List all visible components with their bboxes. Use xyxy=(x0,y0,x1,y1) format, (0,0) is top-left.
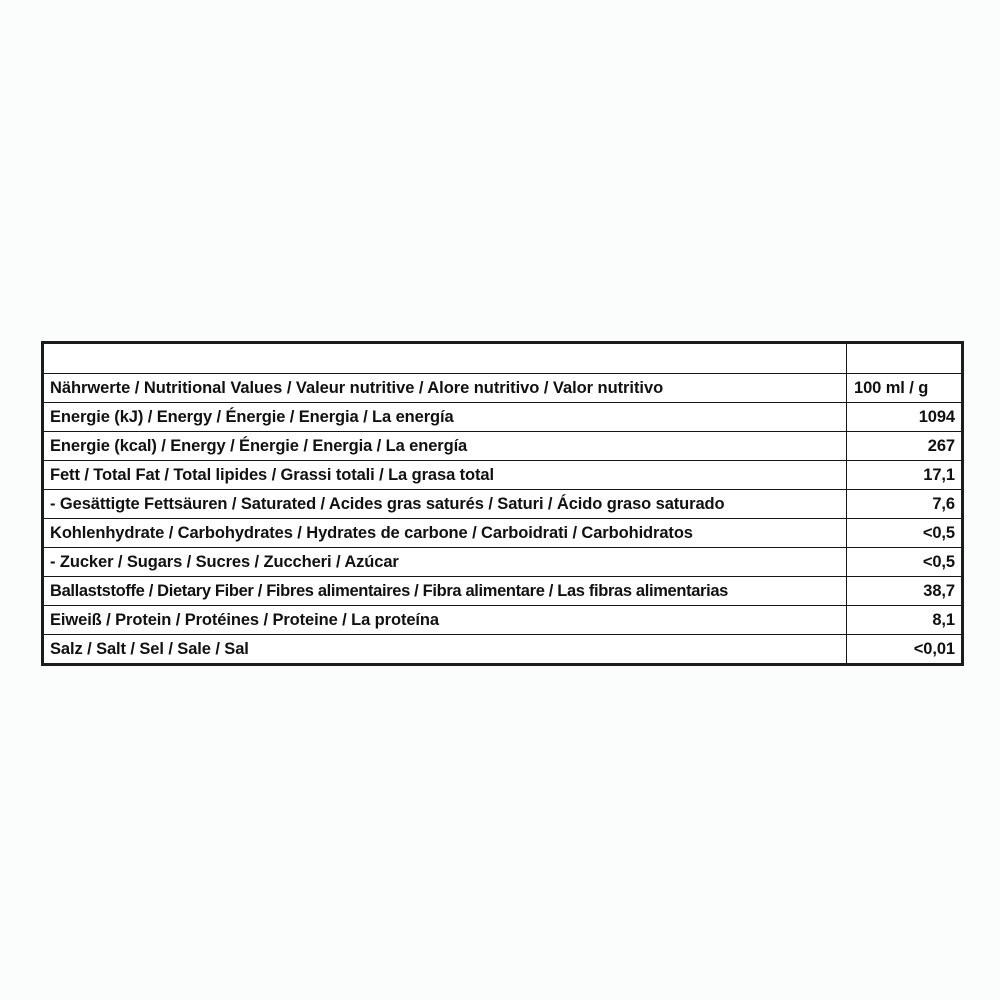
nutrient-label-cell: Ballaststoffe / Dietary Fiber / Fibres a… xyxy=(42,576,847,606)
nutrition-title-cell: Nährwerte / Nutritional Values / Valeur … xyxy=(42,373,847,403)
nutrient-value-cell: 267 xyxy=(846,431,963,461)
nutrient-label-cell: - Gesättigte Fettsäuren / Saturated / Ac… xyxy=(42,489,847,519)
table-row: - Zucker / Sugars / Sucres / Zuccheri / … xyxy=(42,547,963,577)
table-row: Energie (kcal) / Energy / Énergie / Ener… xyxy=(42,431,963,461)
table-row: Energie (kJ) / Energy / Énergie / Energi… xyxy=(42,402,963,432)
table-row: Eiweiß / Protein / Protéines / Proteine … xyxy=(42,605,963,635)
nutrient-label-cell: Salz / Salt / Sel / Sale / Sal xyxy=(42,634,847,665)
table-row: Kohlenhydrate / Carbohydrates / Hydrates… xyxy=(42,518,963,548)
nutrient-label-cell: Kohlenhydrate / Carbohydrates / Hydrates… xyxy=(42,518,847,548)
nutrient-value-cell: 8,1 xyxy=(846,605,963,635)
table-row: - Gesättigte Fettsäuren / Saturated / Ac… xyxy=(42,489,963,519)
table-header-row: Nährwerte / Nutritional Values / Valeur … xyxy=(42,373,963,403)
nutrient-label-cell: - Zucker / Sugars / Sucres / Zuccheri / … xyxy=(42,547,847,577)
nutrient-label-cell: Fett / Total Fat / Total lipides / Grass… xyxy=(42,460,847,490)
nutrient-value-cell: 1094 xyxy=(846,402,963,432)
nutrient-value-cell: 38,7 xyxy=(846,576,963,606)
nutrient-value-cell: <0,01 xyxy=(846,634,963,665)
nutrient-value-cell: 17,1 xyxy=(846,460,963,490)
empty-label-cell xyxy=(42,342,847,374)
table-row: Salz / Salt / Sel / Sale / Sal <0,01 xyxy=(42,634,963,665)
nutrition-facts-table: Nährwerte / Nutritional Values / Valeur … xyxy=(41,341,964,666)
nutrient-value-cell: <0,5 xyxy=(846,518,963,548)
nutrition-table-body: Nährwerte / Nutritional Values / Valeur … xyxy=(42,342,963,665)
nutrient-label-cell: Energie (kJ) / Energy / Énergie / Energi… xyxy=(42,402,847,432)
nutrient-label-cell: Energie (kcal) / Energy / Énergie / Ener… xyxy=(42,431,847,461)
nutrient-value-cell: 7,6 xyxy=(846,489,963,519)
table-empty-top-row xyxy=(42,342,963,374)
nutrient-label-cell: Eiweiß / Protein / Protéines / Proteine … xyxy=(42,605,847,635)
table-row: Ballaststoffe / Dietary Fiber / Fibres a… xyxy=(42,576,963,606)
serving-basis-cell: 100 ml / g xyxy=(846,373,963,403)
empty-value-cell xyxy=(846,342,963,374)
nutrition-table-container: Nährwerte / Nutritional Values / Valeur … xyxy=(41,341,964,666)
table-row: Fett / Total Fat / Total lipides / Grass… xyxy=(42,460,963,490)
nutrient-value-cell: <0,5 xyxy=(846,547,963,577)
